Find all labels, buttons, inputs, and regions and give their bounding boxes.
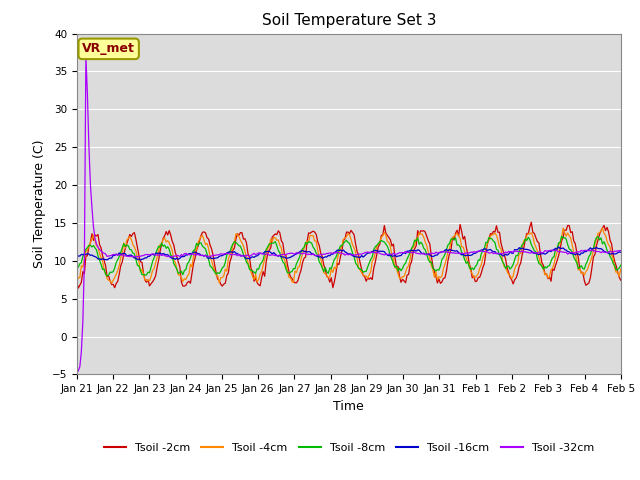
Tsoil -32cm [82,53,90,59]
Tsoil -16cm [111,252,118,258]
Line: Tsoil -8cm: Tsoil -8cm [77,236,640,276]
Tsoil -16cm [575,251,582,257]
Title: Soil Temperature Set 3: Soil Temperature Set 3 [262,13,436,28]
Tsoil -8cm [373,242,381,248]
Tsoil -8cm [630,233,638,239]
Legend: Tsoil -2cm, Tsoil -4cm, Tsoil -8cm, Tsoil -16cm, Tsoil -32cm: Tsoil -2cm, Tsoil -4cm, Tsoil -8cm, Tsoi… [99,439,598,457]
Tsoil -8cm [488,236,496,242]
Line: Tsoil -2cm: Tsoil -2cm [77,222,640,288]
Tsoil -2cm [488,231,496,237]
Tsoil -4cm [93,243,100,249]
Line: Tsoil -32cm: Tsoil -32cm [77,56,640,373]
Tsoil -2cm [94,232,102,238]
Y-axis label: Soil Temperature (C): Soil Temperature (C) [33,140,46,268]
Tsoil -16cm [136,257,144,263]
Tsoil -2cm [576,266,584,272]
Tsoil -2cm [527,219,535,225]
Tsoil -4cm [575,267,582,273]
X-axis label: Time: Time [333,400,364,413]
Tsoil -16cm [373,248,381,254]
Tsoil -4cm [108,280,115,286]
Tsoil -4cm [373,243,381,249]
Tsoil -16cm [626,244,634,250]
Text: VR_met: VR_met [82,42,135,55]
Tsoil -8cm [575,265,582,271]
Tsoil -4cm [113,272,120,277]
Line: Tsoil -4cm: Tsoil -4cm [77,228,640,283]
Tsoil -8cm [93,247,100,253]
Tsoil -2cm [113,281,120,287]
Tsoil -8cm [103,273,111,279]
Tsoil -32cm [575,249,582,255]
Tsoil -8cm [73,265,81,271]
Tsoil -32cm [373,250,381,255]
Tsoil -4cm [598,225,606,231]
Tsoil -16cm [488,248,496,254]
Tsoil -2cm [373,252,381,257]
Tsoil -4cm [488,232,496,238]
Tsoil -16cm [73,254,81,260]
Tsoil -32cm [94,244,102,250]
Tsoil -32cm [73,370,81,376]
Line: Tsoil -16cm: Tsoil -16cm [77,247,640,260]
Tsoil -2cm [73,280,81,286]
Tsoil -2cm [74,285,82,291]
Tsoil -16cm [93,254,100,260]
Tsoil -32cm [113,252,120,258]
Tsoil -4cm [73,278,81,284]
Tsoil -8cm [113,260,120,265]
Tsoil -32cm [488,250,496,255]
